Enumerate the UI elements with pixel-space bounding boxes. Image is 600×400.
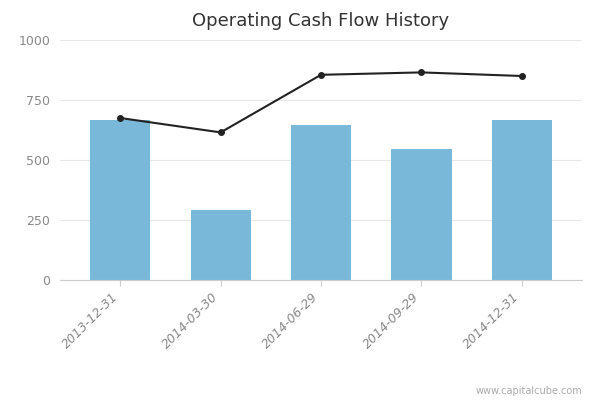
Bar	[191, 210, 251, 280]
Bar	[90, 120, 151, 280]
Bar	[291, 125, 351, 280]
Bar	[491, 120, 552, 280]
Bar	[391, 149, 452, 280]
Text: www.capitalcube.com: www.capitalcube.com	[475, 386, 582, 396]
Title: Operating Cash Flow History: Operating Cash Flow History	[193, 12, 449, 30]
